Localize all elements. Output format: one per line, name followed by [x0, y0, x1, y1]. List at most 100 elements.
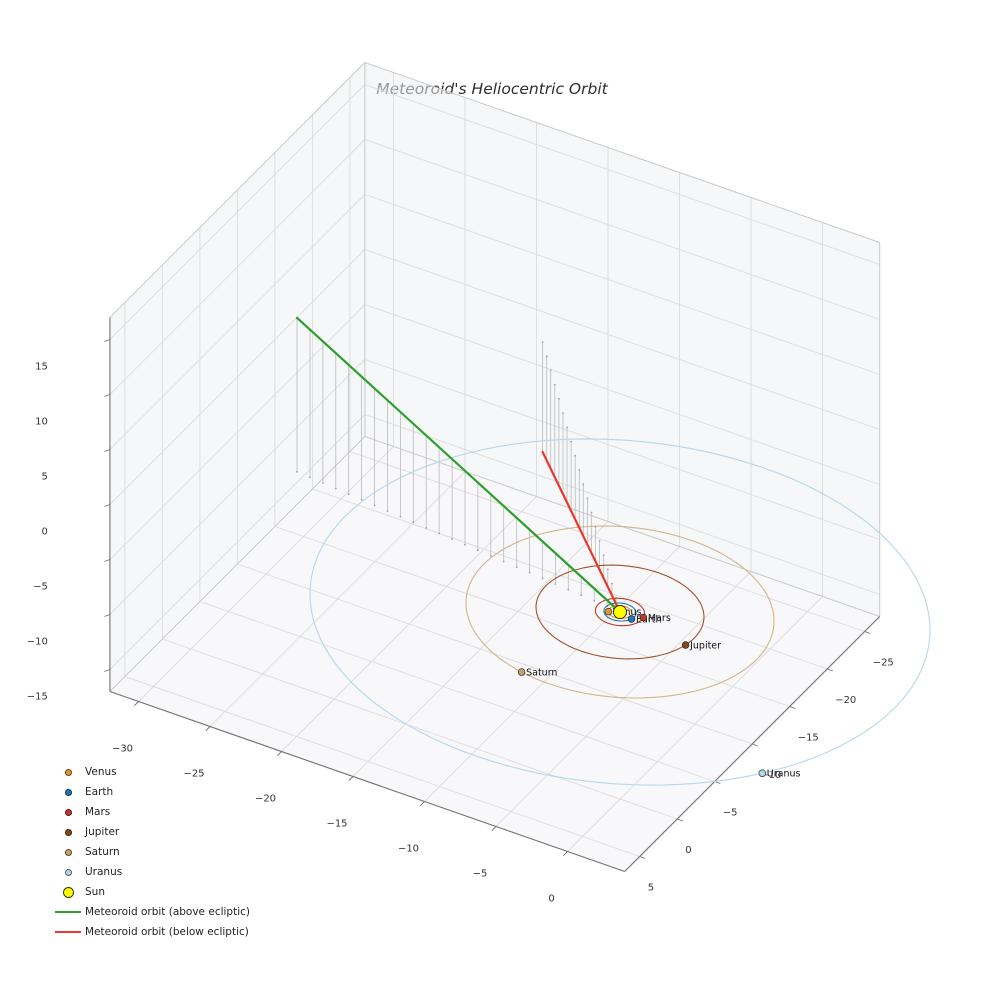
- dot-swatch: [64, 828, 72, 836]
- y-tick-label: 0: [685, 845, 691, 856]
- legend-label: Uranus: [85, 866, 123, 878]
- y-tick-mark: [677, 818, 683, 822]
- legend-entry-venus: Venus: [55, 762, 250, 782]
- legend-label: Meteoroid orbit (above ecliptic): [85, 906, 250, 918]
- grid-line-y-floor: [312, 488, 828, 670]
- grid-line-y-floor: [162, 638, 678, 820]
- stem-plane-dot: [502, 560, 505, 563]
- grid-line-z-left: [109, 139, 366, 395]
- planet-marker-venus: [604, 607, 613, 616]
- stem-plane-dot: [574, 454, 577, 457]
- stem-plane-dot: [566, 426, 568, 429]
- stem-plane-dot: [347, 493, 350, 496]
- stem-plane-dot: [562, 412, 564, 414]
- grid-line-z-left: [109, 84, 366, 340]
- legend: Venus Earth Mars Jupiter Saturn Uranus Sun Mete…: [55, 762, 250, 942]
- legend-label: Venus: [85, 766, 117, 778]
- planet-label-jupiter: Jupiter: [689, 641, 721, 652]
- legend-line-swatch: [55, 910, 81, 914]
- grid-line-z-right: [364, 359, 880, 540]
- x-tick-label: −20: [255, 794, 276, 805]
- box-edge: [364, 62, 880, 243]
- y-tick-mark: [639, 856, 646, 859]
- z-tick-mark: [104, 339, 111, 342]
- orbit-saturn: [465, 525, 775, 699]
- legend-label: Sun: [85, 886, 105, 898]
- stem-plane-dot: [451, 538, 453, 540]
- legend-dot-marker: [55, 808, 81, 816]
- legend-dot-marker: [55, 848, 81, 856]
- legend-dot-marker: [55, 788, 81, 796]
- stem-plane-dot: [373, 504, 376, 507]
- stem-plane-dot: [582, 483, 585, 485]
- stem-plane-dot: [586, 497, 589, 500]
- dot-swatch: [64, 868, 72, 876]
- x-tick-mark: [562, 851, 568, 857]
- stem-plane-dot: [412, 521, 415, 524]
- y-tick-label: −10: [760, 770, 781, 781]
- dot-swatch: [64, 788, 72, 796]
- stem-plane-dot: [334, 487, 337, 490]
- orbit-uranus: [309, 438, 931, 786]
- grid-line-z-left: [109, 249, 366, 505]
- stem-plane-dot: [425, 527, 428, 529]
- legend-entry-earth: Earth: [55, 782, 250, 802]
- meteoroid-above-line: [295, 316, 622, 614]
- stem-plane-dot: [541, 577, 544, 580]
- y-tick-mark: [714, 781, 721, 784]
- meteoroid-trajectory: [295, 316, 622, 614]
- x-tick-mark: [205, 726, 211, 732]
- x-tick-label: −30: [112, 744, 133, 755]
- stem-plane-dot: [611, 582, 613, 585]
- dot-swatch: [64, 848, 72, 856]
- grid-line-z-left: [109, 414, 366, 670]
- orbit-mars: [594, 597, 646, 627]
- planet-label-venus: Venus: [613, 607, 642, 618]
- stem-plane-dot: [322, 482, 324, 484]
- planet-marker-earth: [627, 615, 636, 623]
- z-tick-mark: [104, 449, 111, 452]
- x-tick-mark: [348, 776, 354, 782]
- x-axis-line: [109, 690, 625, 873]
- stem-plane-dot: [489, 555, 492, 557]
- dot-swatch: [64, 768, 72, 776]
- planet-label-earth: Earth: [636, 615, 661, 626]
- stem-plane-dot: [593, 599, 596, 602]
- stem-plane-dot: [545, 355, 548, 358]
- dot-large-swatch: [62, 886, 74, 898]
- grid-line-y-floor: [124, 676, 640, 857]
- x-tick-label: −15: [326, 819, 347, 830]
- grid: [109, 72, 880, 857]
- x-tick-label: −5: [473, 869, 488, 880]
- x-tick-mark: [276, 751, 282, 757]
- legend-label: Saturn: [85, 846, 120, 858]
- legend-entry-meteoroid-orbit-below-ecliptic: Meteoroid orbit (below ecliptic): [55, 922, 250, 942]
- planet-label-mars: Mars: [648, 613, 671, 624]
- meteoroid-below-line: [541, 450, 622, 614]
- y-tick-label: −25: [873, 658, 894, 669]
- stem-plane-dot: [598, 540, 601, 542]
- box-edge: [109, 62, 366, 318]
- x-tick-mark: [419, 801, 425, 807]
- y-tick-mark: [752, 743, 758, 747]
- grid-line-z-left: [109, 194, 366, 450]
- grid-line-z-right: [364, 414, 880, 595]
- grid-line-z-left: [109, 359, 366, 615]
- stem-plane-dot: [296, 470, 298, 473]
- box-edge: [109, 436, 366, 692]
- legend-dot-marker: [55, 886, 81, 898]
- stem-plane-dot: [528, 571, 531, 574]
- x-tick-mark: [491, 826, 497, 832]
- stem-plane-dot: [554, 583, 557, 585]
- planet-marker-saturn: [517, 668, 526, 676]
- z-tick-label: 15: [35, 362, 48, 373]
- orbit-earth: [603, 602, 637, 622]
- tick-labels: −30 −25 −20 −15 −10 −5 0 −25 −20 −15 −10 −5 0 5 −15 −10…: [27, 339, 894, 905]
- axes-panes: [109, 62, 880, 872]
- grid-line-z-right: [364, 194, 880, 375]
- stem-plane-dot: [553, 383, 556, 386]
- planet-marker-jupiter: [681, 641, 690, 649]
- legend-entry-uranus: Uranus: [55, 862, 250, 882]
